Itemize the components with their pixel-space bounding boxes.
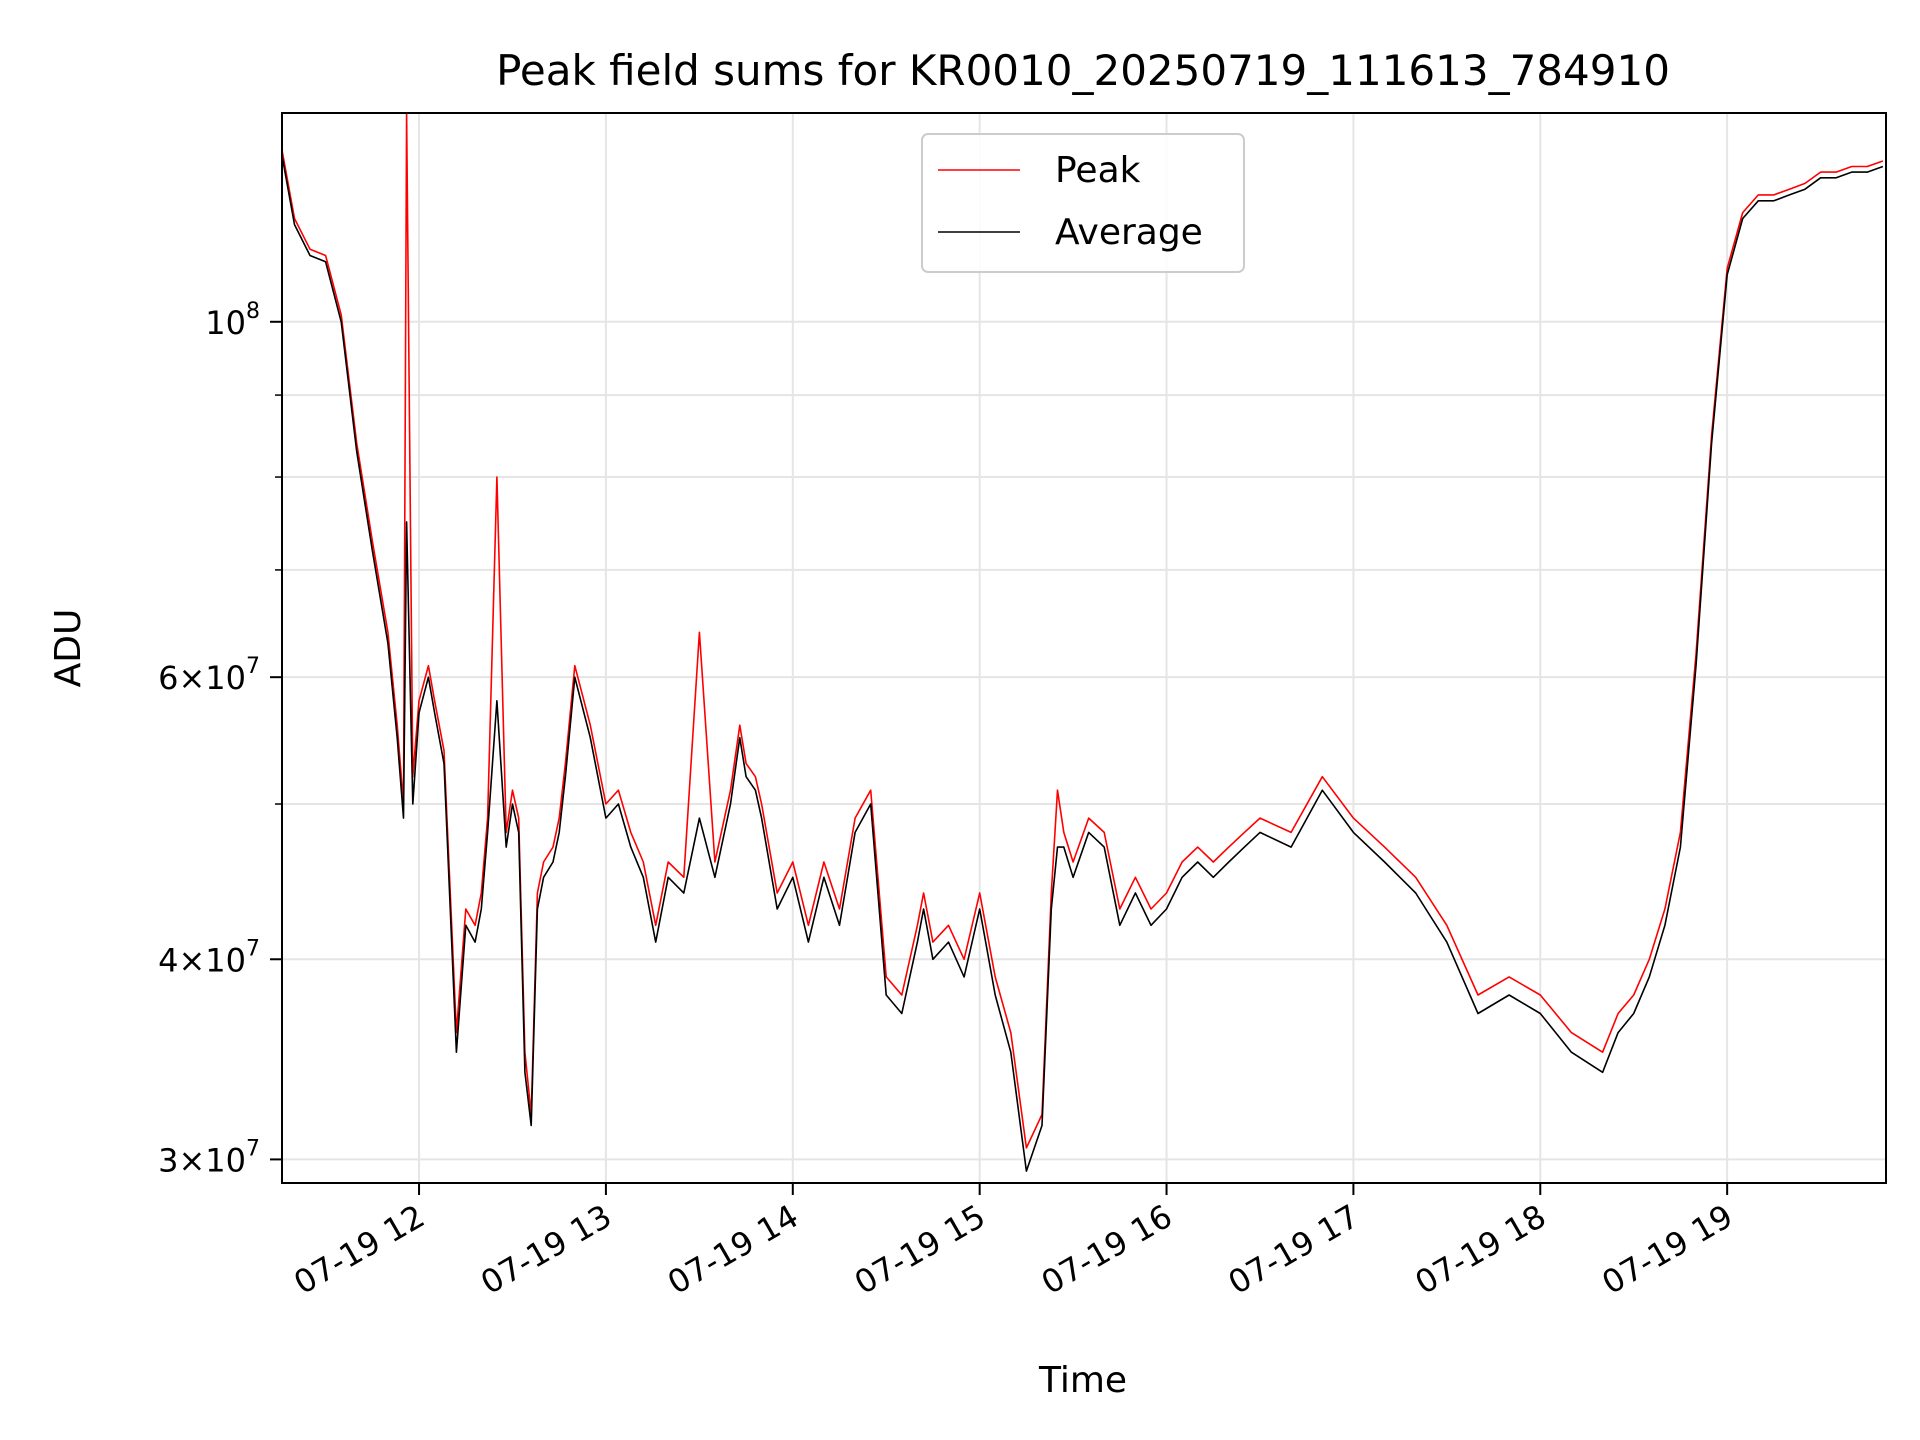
series-line-average: [282, 155, 1884, 1172]
chart-title: Peak field sums for KR0010_20250719_1116…: [496, 46, 1670, 95]
y-tick-label: 108: [205, 299, 260, 342]
legend-box: [921, 133, 1245, 273]
y-tick-label: 3×107: [158, 1136, 260, 1179]
legend: Peak Average: [921, 133, 1245, 273]
y-tick-exponent: 7: [246, 1136, 260, 1161]
plot-frame: [281, 112, 1887, 1184]
y-tick-exponent: 7: [246, 654, 260, 679]
series-line-peak: [282, 113, 1884, 1149]
y-tick-mantissa: 4×: [158, 941, 205, 979]
y-tick-exponent: 7: [246, 936, 260, 961]
y-tick-base: 10: [205, 941, 246, 979]
legend-label-average: Average: [1055, 212, 1203, 253]
x-axis-label: Time: [1038, 1360, 1127, 1401]
y-tick-label: 4×107: [158, 936, 260, 979]
y-tick-base: 10: [205, 1141, 246, 1179]
y-tick-exponent: 8: [246, 299, 260, 324]
y-tick-base: 10: [205, 304, 246, 342]
y-axis-label: ADU: [48, 609, 89, 688]
y-tick-base: 10: [205, 659, 246, 697]
y-tick-mantissa: 6×: [158, 659, 205, 697]
y-tick-label: 6×107: [158, 654, 260, 697]
series-layer: [282, 113, 1884, 1172]
y-tick-mantissa: 3×: [158, 1141, 205, 1179]
legend-label-peak: Peak: [1055, 150, 1141, 191]
grid: [282, 113, 1886, 1183]
